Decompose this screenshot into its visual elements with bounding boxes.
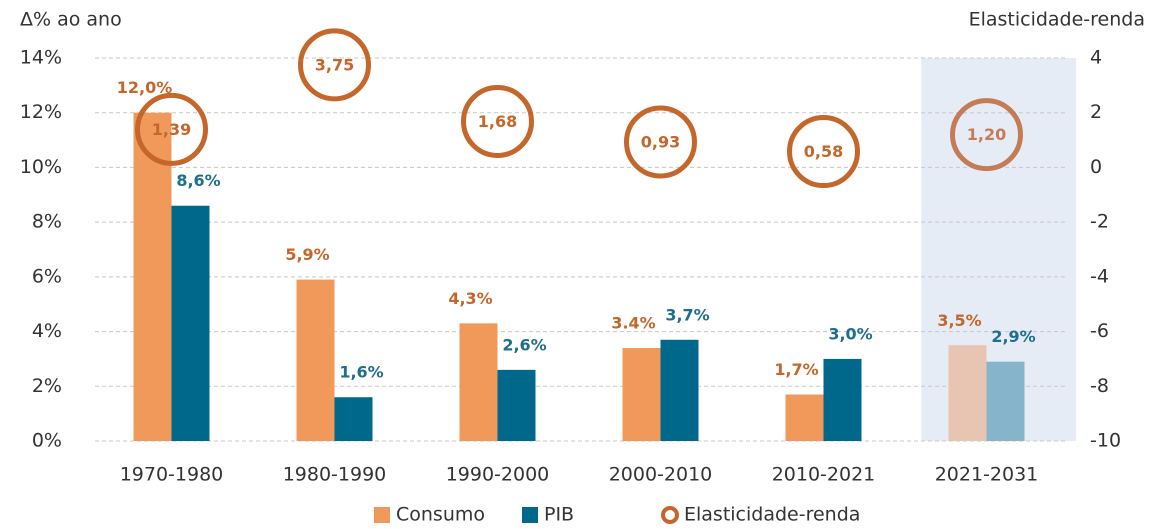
bar xyxy=(497,369,536,441)
bar xyxy=(660,339,699,441)
elasticity-marker xyxy=(950,98,1023,172)
bar xyxy=(459,323,498,441)
y-tick-label: 10% xyxy=(20,156,62,178)
data-label: 0,58 xyxy=(804,142,843,161)
y2-tick-label: -4 xyxy=(1090,265,1109,287)
y-tick-label: 8% xyxy=(32,211,62,233)
x-tick-label: 1990-2000 xyxy=(446,464,550,486)
y-axis-title: Δ% ao ano xyxy=(20,9,122,31)
data-label: 1,20 xyxy=(967,125,1006,144)
data-label: 8,6% xyxy=(176,171,220,190)
y-tick-label: 4% xyxy=(32,320,62,342)
data-label: 1,6% xyxy=(339,363,383,382)
y2-tick-label: 0 xyxy=(1090,156,1102,178)
y2-tick-label: -6 xyxy=(1090,320,1109,342)
y-tick-label: 12% xyxy=(20,101,62,123)
bar xyxy=(785,394,824,441)
data-label: 3,0% xyxy=(828,324,872,343)
data-label: 3,75 xyxy=(315,55,354,74)
y-tick-label: 14% xyxy=(20,47,62,69)
y-tick-label: 6% xyxy=(32,265,62,287)
bar xyxy=(948,345,987,441)
elasticity-marker xyxy=(461,84,534,158)
bar xyxy=(622,347,661,441)
y2-tick-label: -8 xyxy=(1090,375,1109,397)
data-label: 0,93 xyxy=(641,132,680,151)
x-tick-label: 2000-2010 xyxy=(609,464,713,486)
x-tick-label: 2010-2021 xyxy=(772,464,876,486)
bar xyxy=(334,397,373,441)
bar xyxy=(171,205,210,441)
data-label: 3,7% xyxy=(665,305,709,324)
data-label: 3,5% xyxy=(937,311,981,330)
x-tick-label: 1970-1980 xyxy=(120,464,224,486)
data-label: 5,9% xyxy=(285,245,329,264)
elasticity-marker xyxy=(787,115,860,189)
legend-label: Elasticidade-renda xyxy=(684,504,860,526)
data-label: 1,39 xyxy=(152,120,191,139)
elasticity-marker xyxy=(624,105,697,179)
bar xyxy=(823,358,862,441)
legend-label: PIB xyxy=(544,504,574,526)
x-tick-label: 2021-2031 xyxy=(935,464,1039,486)
elasticity-marker xyxy=(135,92,208,166)
data-label: 4,3% xyxy=(448,289,492,308)
y-tick-label: 0% xyxy=(32,430,62,452)
y2-axis-title: Elasticidade-renda xyxy=(969,9,1145,31)
bar xyxy=(133,112,172,441)
y2-tick-label: -10 xyxy=(1090,430,1121,452)
y2-tick-label: -2 xyxy=(1090,211,1109,233)
legend-swatch xyxy=(374,507,390,523)
y2-tick-label: 4 xyxy=(1090,47,1102,69)
data-label: 1,68 xyxy=(478,112,517,131)
data-label: 3.4% xyxy=(611,313,655,332)
legend-swatch xyxy=(522,507,538,523)
legend-label: Consumo xyxy=(396,504,485,526)
data-label: 1,7% xyxy=(774,360,818,379)
data-label: 2,9% xyxy=(991,327,1035,346)
legend-swatch xyxy=(661,506,679,524)
y2-tick-label: 2 xyxy=(1090,101,1102,123)
bar xyxy=(296,279,335,441)
bar xyxy=(986,361,1025,441)
x-tick-label: 1980-1990 xyxy=(283,464,387,486)
y-tick-label: 2% xyxy=(32,375,62,397)
data-label: 12,0% xyxy=(117,78,173,97)
elasticity-marker xyxy=(298,28,371,102)
data-label: 2,6% xyxy=(502,335,546,354)
